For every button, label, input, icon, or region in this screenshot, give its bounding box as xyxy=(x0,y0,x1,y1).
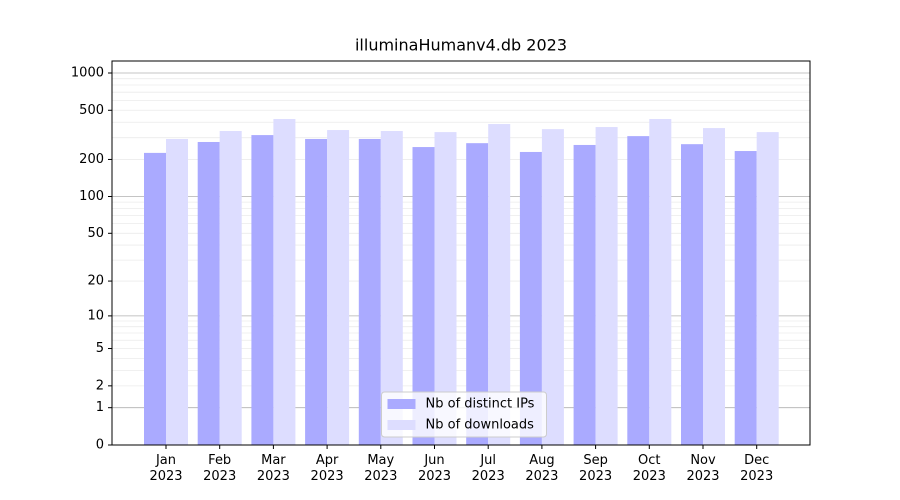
bar xyxy=(327,130,350,445)
legend-swatch xyxy=(387,399,416,409)
bar xyxy=(305,138,328,446)
bar xyxy=(649,119,672,446)
bar xyxy=(358,138,381,446)
x-tick-label: Feb 2023 xyxy=(203,453,237,484)
bar xyxy=(681,144,703,445)
bar xyxy=(488,124,511,445)
y-tick-label: 5 xyxy=(96,341,104,356)
x-tick-label: May 2023 xyxy=(364,453,398,484)
bar xyxy=(734,151,757,445)
bar xyxy=(144,152,166,445)
bar xyxy=(251,135,274,445)
y-tick-label: 50 xyxy=(87,226,104,241)
y-tick-label: 1000 xyxy=(71,66,104,81)
x-tick-label: Aug 2023 xyxy=(525,453,559,484)
x-tick-label: Sep 2023 xyxy=(579,453,613,484)
bar xyxy=(595,127,618,446)
x-tick-label: Jul 2023 xyxy=(471,453,505,484)
plot-frame xyxy=(111,60,811,446)
bar xyxy=(219,130,242,446)
bar xyxy=(380,130,403,446)
legend-label: Nb of distinct IPs xyxy=(426,397,535,412)
y-tick-label: 20 xyxy=(87,274,104,289)
bar xyxy=(703,128,725,445)
x-tick-label: Nov 2023 xyxy=(686,453,720,484)
bar xyxy=(756,132,779,445)
bar xyxy=(434,132,457,445)
bar xyxy=(466,143,489,446)
bar xyxy=(519,151,542,445)
x-tick-label: Oct 2023 xyxy=(632,453,666,484)
bar xyxy=(412,147,435,445)
y-tick-label: 200 xyxy=(79,152,104,167)
x-tick-label: Jan 2023 xyxy=(149,453,183,484)
bar xyxy=(197,141,220,445)
legend: Nb of distinct IPs Nb of downloads xyxy=(381,391,547,438)
y-tick-label: 500 xyxy=(79,103,104,118)
bar xyxy=(541,129,564,445)
x-tick-label: Apr 2023 xyxy=(310,453,344,484)
bar xyxy=(627,136,650,446)
legend-swatch xyxy=(387,420,416,430)
legend-box xyxy=(381,391,547,438)
chart-title: illuminaHumanv4.db 2023 xyxy=(355,36,567,55)
y-tick-label: 1 xyxy=(96,400,104,415)
x-tick-label: Dec 2023 xyxy=(740,453,774,484)
bar xyxy=(273,119,296,446)
y-tick-label: 10 xyxy=(87,308,104,323)
bar xyxy=(573,144,596,445)
y-tick-label: 2 xyxy=(96,378,104,393)
x-tick-label: Mar 2023 xyxy=(256,453,290,484)
y-tick-label: 100 xyxy=(79,189,104,204)
x-tick-label: Jun 2023 xyxy=(417,453,452,484)
y-tick-label: 0 xyxy=(96,438,104,453)
bar xyxy=(166,138,188,446)
legend-label: Nb of downloads xyxy=(426,418,535,433)
